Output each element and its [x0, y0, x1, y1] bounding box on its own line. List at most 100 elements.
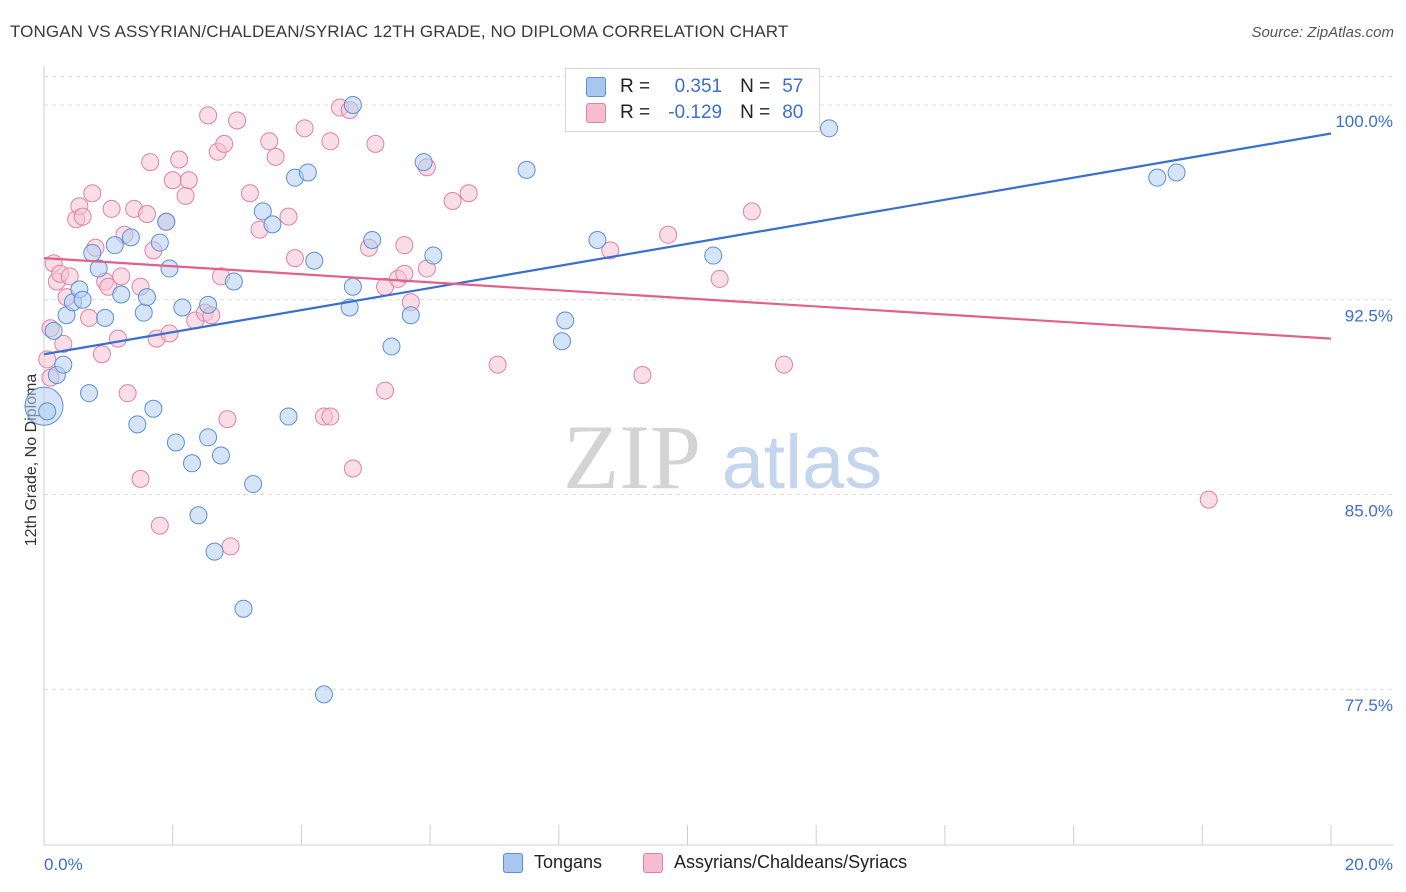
data-point [215, 134, 234, 153]
data-point [517, 160, 536, 179]
data-point [157, 212, 176, 231]
legend-n-value: 80 [782, 102, 804, 123]
data-point [601, 241, 620, 260]
data-point [240, 184, 259, 203]
trend-line [43, 132, 1332, 356]
watermark-zip: ZIP [563, 406, 701, 508]
data-point [218, 410, 237, 429]
data-point [73, 207, 92, 226]
legend-n-value: 57 [782, 76, 804, 97]
data-point [285, 249, 304, 268]
watermark: ZIP atlas [563, 406, 882, 508]
legend-swatch-blue [586, 77, 606, 97]
legend-r-value: -0.129 [668, 102, 723, 123]
data-point [89, 259, 108, 278]
data-point [96, 308, 115, 327]
bottom-legend-label: Assyrians/Chaldeans/Syriacs [674, 852, 908, 872]
data-point [263, 215, 282, 234]
data-point [343, 459, 362, 478]
data-point [321, 407, 340, 426]
data-point [244, 475, 263, 494]
data-point [150, 233, 169, 252]
data-point [488, 355, 507, 374]
data-point [279, 207, 298, 226]
data-point [144, 399, 163, 418]
data-point [775, 355, 794, 374]
y-tick-label: 92.5% [1345, 307, 1393, 326]
data-point [73, 290, 92, 309]
blue-series-points [24, 95, 1186, 704]
data-point [266, 147, 285, 166]
data-point [80, 384, 99, 403]
data-point [443, 192, 462, 211]
data-point [321, 132, 340, 151]
watermark-atlas: atlas [722, 420, 883, 505]
data-point [199, 106, 218, 125]
data-point [92, 345, 111, 364]
legend-r-label: R = [620, 102, 651, 123]
trend-lines [43, 132, 1332, 356]
trend-line [43, 257, 1332, 340]
legend-swatch-pink [586, 103, 606, 123]
source-label: Source: ZipAtlas.com [1251, 24, 1394, 41]
data-point [305, 251, 324, 270]
data-point [1148, 168, 1167, 187]
data-point [83, 243, 102, 262]
data-point [205, 542, 224, 561]
data-point [1167, 163, 1186, 182]
y-tick-label: 85.0% [1345, 501, 1393, 520]
data-point [295, 119, 314, 138]
data-point [128, 415, 147, 434]
legend-row-assyrians: R = -0.129 N = 80 [586, 101, 803, 125]
data-point [382, 337, 401, 356]
data-point [137, 205, 156, 224]
data-point [343, 277, 362, 296]
data-point [163, 171, 182, 190]
data-point [176, 186, 195, 205]
data-point [60, 267, 79, 286]
data-point [38, 402, 57, 421]
data-point [160, 259, 179, 278]
data-point [314, 685, 333, 704]
data-point [150, 516, 169, 535]
axes [43, 66, 1393, 846]
stats-legend: R = 0.351 N = 57 R = -0.129 N = 80 [565, 68, 820, 132]
data-point [211, 446, 230, 465]
bottom-legend-assyrians: Assyrians/Chaldeans/Syriacs [643, 852, 907, 873]
legend-row-tongans: R = 0.351 N = 57 [586, 75, 803, 99]
legend-r-label: R = [620, 76, 651, 97]
bottom-legend-label: Tongans [534, 852, 603, 872]
data-point [137, 288, 156, 307]
data-point [183, 454, 202, 473]
y-tick-label: 77.5% [1345, 696, 1393, 715]
data-point [80, 308, 99, 327]
data-point [179, 171, 198, 190]
x-tick-label: 20.0% [1345, 855, 1393, 874]
data-point [109, 329, 128, 348]
data-point [395, 236, 414, 255]
data-point [363, 230, 382, 249]
data-point [54, 355, 73, 374]
data-point [228, 111, 247, 130]
data-point [376, 381, 395, 400]
data-point [659, 225, 678, 244]
data-point [224, 272, 243, 291]
data-point [112, 267, 131, 286]
data-point [343, 95, 362, 114]
data-point [170, 150, 189, 169]
data-point [166, 433, 185, 452]
data-point [710, 269, 729, 288]
data-point [253, 202, 272, 221]
data-point [121, 228, 140, 247]
data-point [189, 506, 208, 525]
data-point [105, 236, 124, 255]
data-point [401, 306, 420, 325]
bottom-legend-swatch-blue [503, 852, 523, 873]
data-point [44, 321, 63, 340]
data-point [134, 303, 153, 322]
data-point [742, 202, 761, 221]
data-point [112, 285, 131, 304]
data-point [38, 350, 57, 369]
data-point [424, 246, 443, 265]
